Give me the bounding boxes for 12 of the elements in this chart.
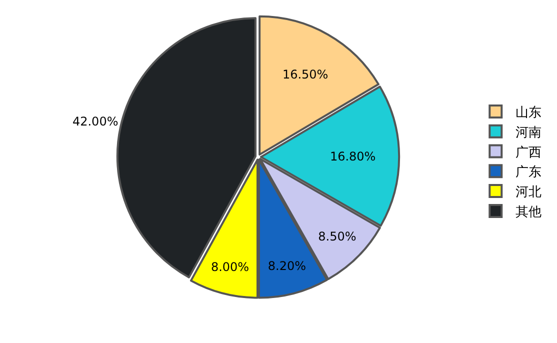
data-label: 16.80% xyxy=(330,149,376,164)
data-label: 8.20% xyxy=(268,259,306,274)
legend-label: 广东 xyxy=(516,165,542,180)
legend-label: 广西 xyxy=(516,145,542,160)
legend-label: 河南 xyxy=(516,125,542,140)
data-label: 8.50% xyxy=(318,229,356,244)
data-label: 42.00% xyxy=(72,114,118,128)
data-label: 16.50% xyxy=(282,67,328,82)
legend-label: 其他 xyxy=(516,205,542,220)
legend-label: 山东 xyxy=(516,106,542,121)
legend-label: 河北 xyxy=(516,185,542,200)
data-label: 8.00% xyxy=(210,260,250,274)
